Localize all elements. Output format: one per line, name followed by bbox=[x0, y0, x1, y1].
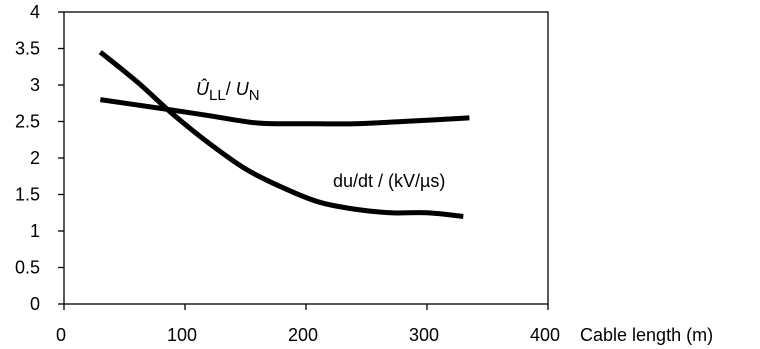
voltage-label-denominator-sub: N bbox=[249, 87, 260, 104]
voltage-label-main: Û bbox=[196, 78, 210, 99]
plot-area bbox=[63, 11, 549, 305]
x-tick-label: 100 bbox=[167, 325, 197, 345]
y-tick-label: 0 bbox=[30, 294, 40, 314]
series-label-dudt: du/dt / (kV/µs) bbox=[333, 171, 445, 191]
y-tick-label: 2 bbox=[30, 148, 40, 168]
series-line-dudt bbox=[98, 50, 464, 219]
y-tick-label: 1 bbox=[30, 221, 40, 241]
voltage-label-denominator: U bbox=[236, 79, 250, 99]
y-tick-label: 3 bbox=[30, 75, 40, 95]
voltage-label-separator: / bbox=[226, 79, 236, 99]
y-tick-label: 2.5 bbox=[15, 112, 40, 132]
y-tick-label: 4 bbox=[30, 2, 40, 22]
y-tick-label: 3.5 bbox=[15, 39, 40, 59]
series-line-voltage-ratio bbox=[99, 97, 470, 127]
x-tick-label: 300 bbox=[409, 325, 439, 345]
x-axis-title: Cable length (m) bbox=[580, 325, 713, 345]
x-tick-label: 400 bbox=[530, 325, 560, 345]
series-group bbox=[98, 50, 470, 219]
voltage-label-main-sub: LL bbox=[209, 87, 226, 104]
x-tick-label: 0 bbox=[56, 325, 66, 345]
x-tick-label: 200 bbox=[288, 325, 318, 345]
y-tick-label: 0.5 bbox=[15, 258, 40, 278]
series-label-voltage: ÛLL/ UN bbox=[196, 78, 260, 104]
y-tick-label: 1.5 bbox=[15, 185, 40, 205]
plot-frame bbox=[63, 11, 549, 305]
x-axis: 0 100 200 300 400 bbox=[56, 304, 560, 345]
y-axis: 0 0.5 1 1.5 2 2.5 3 3.5 4 bbox=[15, 2, 64, 314]
